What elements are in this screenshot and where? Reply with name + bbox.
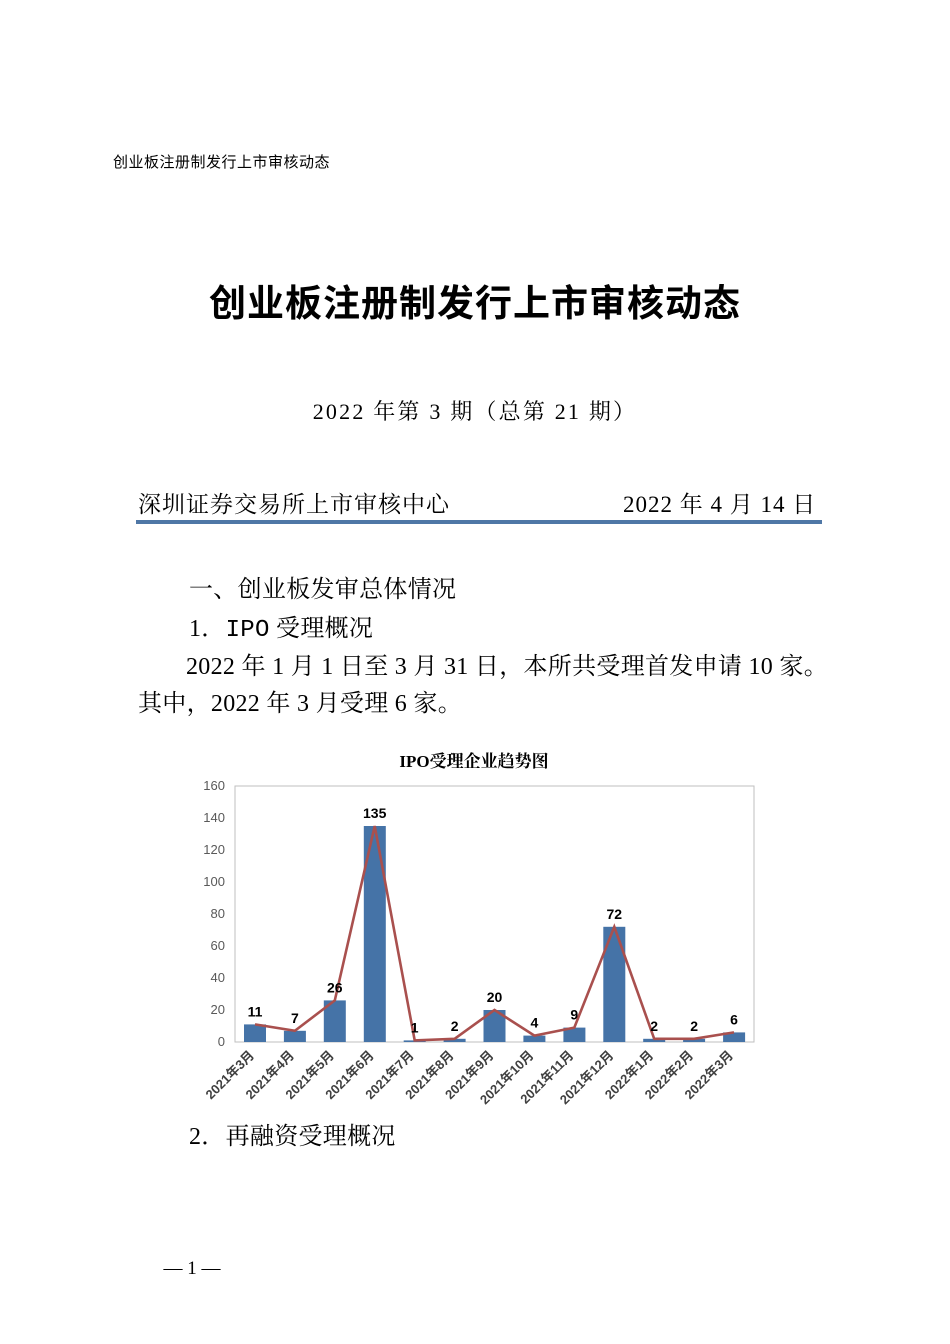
svg-text:20: 20 (211, 1002, 225, 1017)
svg-text:6: 6 (730, 1011, 738, 1027)
svg-text:80: 80 (211, 906, 225, 921)
svg-text:11: 11 (248, 1003, 263, 1019)
svg-text:160: 160 (203, 778, 225, 793)
svg-text:40: 40 (211, 970, 225, 985)
svg-text:2: 2 (690, 1018, 698, 1034)
svg-text:4: 4 (531, 1015, 539, 1031)
svg-text:9: 9 (570, 1007, 578, 1023)
svg-text:72: 72 (607, 906, 623, 922)
svg-text:120: 120 (203, 842, 225, 857)
svg-text:100: 100 (203, 874, 225, 889)
svg-text:60: 60 (211, 938, 225, 953)
svg-text:2: 2 (451, 1018, 459, 1034)
svg-text:7: 7 (291, 1010, 299, 1026)
svg-text:1: 1 (411, 1019, 419, 1035)
svg-text:135: 135 (363, 805, 387, 821)
svg-text:IPO受理企业趋势图: IPO受理企业趋势图 (399, 751, 548, 771)
svg-text:26: 26 (327, 979, 343, 995)
svg-text:0: 0 (218, 1034, 225, 1049)
svg-text:140: 140 (203, 810, 225, 825)
svg-text:20: 20 (487, 989, 503, 1005)
svg-text:2: 2 (650, 1018, 658, 1034)
